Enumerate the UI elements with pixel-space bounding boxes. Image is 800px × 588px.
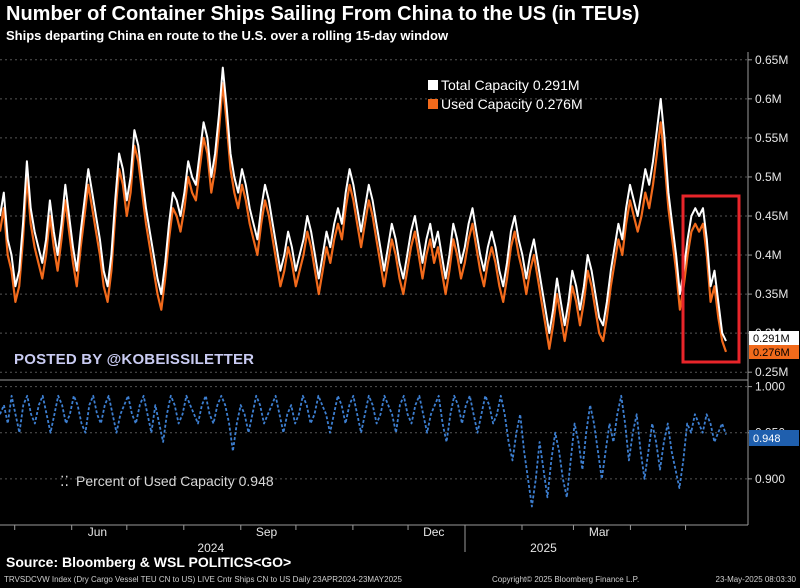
legend-total-label: Total Capacity 0.291M bbox=[441, 77, 580, 93]
tag-percent: 0.948 bbox=[753, 433, 781, 445]
percent-used-line bbox=[0, 394, 727, 508]
upper-tick-label: 0.55M bbox=[755, 131, 788, 145]
tag-used-bg bbox=[749, 345, 799, 359]
upper-tick-label: 0.45M bbox=[755, 209, 788, 223]
chart-title: Number of Container Ships Sailing From C… bbox=[6, 3, 640, 25]
legend-used-swatch bbox=[428, 99, 438, 109]
legend-percent-swatch: ⁚⁚ bbox=[60, 473, 69, 489]
upper-tick-label: 0.4M bbox=[755, 248, 782, 262]
source-line: Source: Bloomberg & WSL POLITICS<GO> bbox=[6, 554, 292, 570]
legend-used-label: Used Capacity 0.276M bbox=[441, 96, 583, 112]
legend-lower: ⁚⁚ Percent of Used Capacity 0.948 bbox=[60, 473, 274, 489]
tag-total: 0.291M bbox=[753, 333, 790, 345]
legend-total-swatch bbox=[428, 80, 438, 90]
lower-tick-label: 0.900 bbox=[755, 472, 785, 486]
lower-gridlines bbox=[0, 386, 748, 480]
year-label: 2024 bbox=[197, 541, 224, 555]
legend-percent-label: Percent of Used Capacity 0.948 bbox=[76, 473, 274, 489]
used-capacity-line bbox=[0, 82, 728, 353]
footer-timestamp: 23-May-2025 08:03:30 bbox=[715, 575, 797, 584]
tag-total-bg bbox=[749, 331, 799, 345]
x-tick-label: Sep bbox=[256, 525, 278, 539]
last-value-tags: 0.291M 0.276M 0.948 bbox=[749, 331, 799, 446]
tag-used: 0.276M bbox=[753, 347, 790, 359]
upper-tick-label: 0.5M bbox=[755, 170, 782, 184]
x-axis: Jun Sep Dec Mar 2024 2025 bbox=[14, 525, 687, 555]
x-tick-label: Jun bbox=[88, 525, 107, 539]
x-tick-label: Dec bbox=[423, 525, 444, 539]
upper-tick-label: 0.6M bbox=[755, 92, 782, 106]
upper-tick-label: 0.25M bbox=[755, 365, 788, 379]
upper-tick-label: 0.65M bbox=[755, 53, 788, 67]
watermark: POSTED BY @KOBEISSILETTER bbox=[14, 351, 255, 368]
year-label: 2025 bbox=[530, 541, 557, 555]
upper-y-axis: 0.65M0.6M0.55M0.5M0.45M0.4M0.35M0.3M0.25… bbox=[748, 53, 788, 379]
legend-upper: Total Capacity 0.291M Used Capacity 0.27… bbox=[428, 77, 583, 112]
upper-gridlines bbox=[0, 59, 748, 373]
x-tick-label: Mar bbox=[589, 525, 610, 539]
footer-copyright: Copyright© 2025 Bloomberg Finance L.P. bbox=[492, 575, 640, 584]
highlight-box bbox=[681, 194, 741, 364]
total-capacity-line bbox=[0, 66, 727, 342]
upper-tick-label: 0.35M bbox=[755, 287, 788, 301]
footer-index: TRVSDCVW Index (Dry Cargo Vessel TEU CN … bbox=[4, 575, 402, 584]
tag-percent-bg bbox=[749, 430, 799, 446]
lower-tick-label: 1.000 bbox=[755, 380, 785, 394]
chart-subtitle: Ships departing China en route to the U.… bbox=[6, 28, 449, 43]
